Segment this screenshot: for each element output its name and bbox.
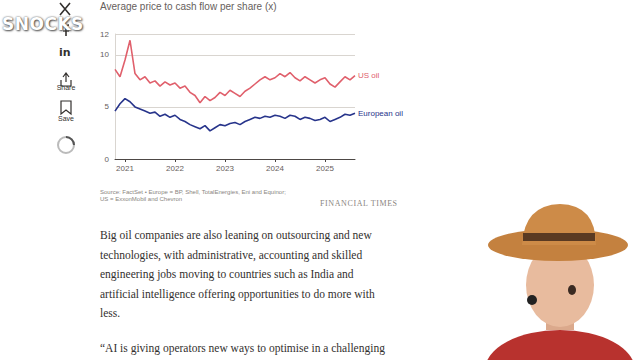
html-text:US = ExxonMobil and Chevron: US = ExxonMobil and Chevron (100, 196, 183, 202)
svg-text:12: 12 (100, 30, 109, 39)
html-text:FINANCIAL TIMES: FINANCIAL TIMES (320, 199, 398, 208)
html-text:Save: Save (58, 115, 74, 122)
svg-text:2024: 2024 (266, 164, 284, 173)
html-text:in: in (59, 46, 71, 59)
html-text:SNOCKS: SNOCKS (2, 14, 84, 34)
svg-text:10: 10 (100, 50, 109, 59)
html-text:“AI is giving operators new wa: “AI is giving operators new ways to opti… (100, 342, 385, 354)
svg-text:US oil: US oil (358, 71, 380, 80)
svg-text:2025: 2025 (316, 164, 334, 173)
html-text:Source: FactSet • Europe = BP,: Source: FactSet • Europe = BP, Shell, To… (100, 189, 286, 195)
html-text:engineering jobs moving to cou: engineering jobs moving to countries suc… (100, 268, 354, 280)
svg-text:5: 5 (105, 102, 110, 111)
html-text:technologies, with administrat: technologies, with administrative, accou… (100, 248, 363, 261)
html-text:Average price to cash flow per: Average price to cash flow per share (x) (100, 1, 277, 12)
svg-text:2021: 2021 (116, 164, 134, 173)
html-text:Big oil companies are also lea: Big oil companies are also leaning on ou… (100, 229, 372, 241)
svg-text:2022: 2022 (166, 164, 184, 173)
html-text:artificial intelligence offeri: artificial intelligence offering opportu… (100, 287, 375, 300)
svg-text:European oil: European oil (358, 109, 403, 118)
html-text:less.: less. (100, 307, 121, 319)
svg-text:2023: 2023 (216, 164, 234, 173)
html-text:Share: Share (56, 84, 76, 91)
svg-text:0: 0 (105, 155, 110, 164)
